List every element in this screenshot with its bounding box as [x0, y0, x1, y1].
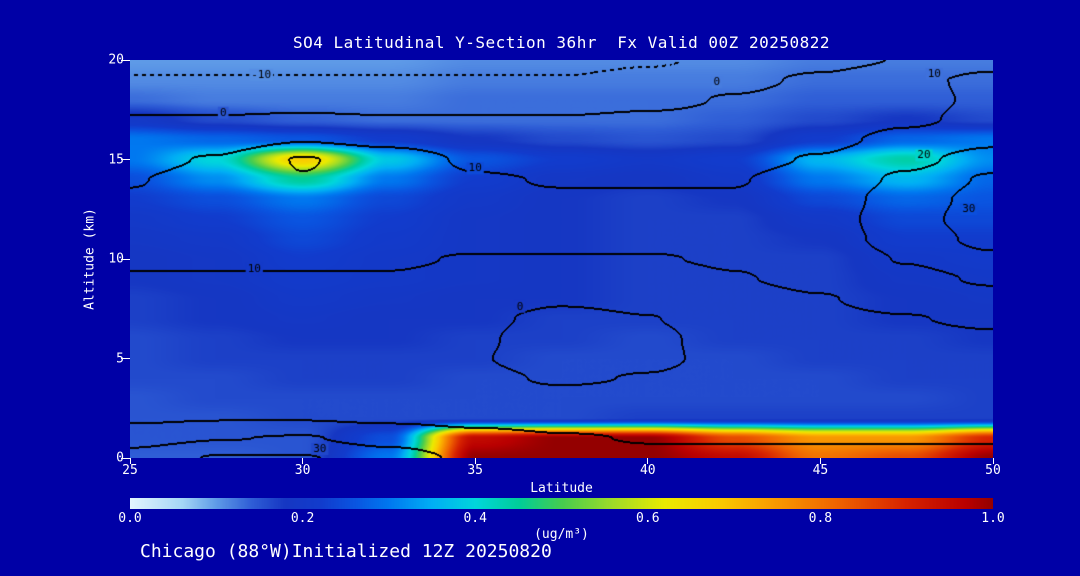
- y-tick-mark: [121, 59, 130, 61]
- x-tick-label: 35: [467, 463, 484, 478]
- x-tick-label: 40: [639, 463, 656, 478]
- colorbar-tick-label: 0.8: [808, 511, 833, 526]
- y-tick-label: 20: [108, 52, 124, 68]
- so4-filled-contour-plot: [130, 60, 993, 458]
- x-tick-label: 30: [294, 463, 311, 478]
- x-tick-label: 45: [812, 463, 829, 478]
- y-tick-mark: [121, 457, 130, 459]
- colorbar-tick-label: 0.6: [636, 511, 660, 526]
- colorbar-tick-label: 0.4: [463, 511, 487, 526]
- x-tick-mark: [302, 458, 304, 464]
- y-tick-mark: [121, 258, 130, 260]
- colorbar-unit-label: (ug/m³): [534, 527, 589, 542]
- x-tick-label: 50: [985, 463, 1001, 478]
- x-tick-mark: [992, 458, 994, 464]
- x-tick-mark: [129, 458, 131, 464]
- colorbar-tick-label: 0.2: [290, 511, 315, 526]
- colorbar-tick-label: 1.0: [981, 511, 1005, 526]
- y-tick-label: 10: [108, 251, 124, 267]
- x-axis-title: Latitude: [530, 481, 593, 496]
- footer-run-info: Chicago (88°W)Initialized 12Z 20250820: [140, 541, 552, 562]
- y-tick-label: 15: [108, 152, 124, 167]
- x-tick-mark: [819, 458, 821, 464]
- y-tick-mark: [121, 159, 130, 160]
- x-tick-label: 25: [122, 463, 138, 478]
- x-tick-mark: [647, 458, 649, 464]
- x-tick-mark: [474, 458, 476, 464]
- y-tick-mark: [121, 358, 130, 359]
- colorbar-tick-label: 0.0: [118, 511, 142, 526]
- colorbar: [130, 498, 993, 509]
- chart-title: SO4 Latitudinal Y-Section 36hr Fx Valid …: [292, 33, 831, 52]
- y-tick-label: 5: [74, 351, 124, 366]
- y-tick-label: 0: [74, 451, 124, 466]
